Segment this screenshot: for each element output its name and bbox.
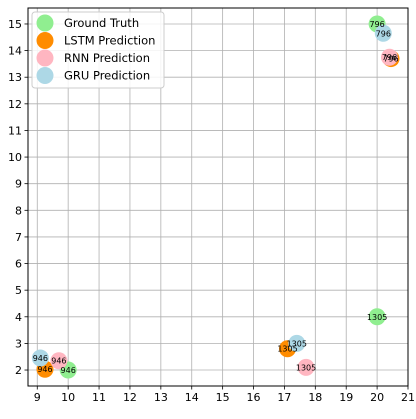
data-point xyxy=(31,349,49,367)
plot-frame xyxy=(27,7,409,387)
x-tick-label: 20 xyxy=(370,391,384,404)
point-label: 796 xyxy=(383,55,398,64)
x-tick-label: 14 xyxy=(185,391,199,404)
data-point xyxy=(297,358,315,376)
data-point xyxy=(368,308,386,326)
legend-label: Ground Truth xyxy=(64,16,139,30)
x-tick-label: 15 xyxy=(216,391,230,404)
x-tick-label: 11 xyxy=(92,391,106,404)
legend-marker xyxy=(36,67,54,84)
x-tick-label: 16 xyxy=(247,391,261,404)
data-points xyxy=(31,15,400,379)
point-label: 946 xyxy=(51,357,66,366)
data-point xyxy=(50,352,68,370)
point-label: 946 xyxy=(37,365,52,374)
point-label: 1305 xyxy=(367,313,387,322)
y-tick-label: 14 xyxy=(8,45,22,58)
point-label: 796 xyxy=(369,20,384,29)
point-label: 1305 xyxy=(287,339,307,348)
y-tick-label: 3 xyxy=(15,337,22,350)
data-point xyxy=(288,334,306,352)
x-tick-label: 13 xyxy=(154,391,168,404)
x-tick-label: 17 xyxy=(277,391,291,404)
y-tick-label: 15 xyxy=(8,18,22,31)
legend-box xyxy=(31,11,165,89)
point-label: 1305 xyxy=(277,345,297,354)
y-tick-label: 2 xyxy=(15,364,22,377)
y-tick-label: 5 xyxy=(15,284,22,297)
x-tick-label: 9 xyxy=(34,391,41,404)
legend-label: GRU Prediction xyxy=(64,69,150,83)
y-tick-label: 12 xyxy=(8,98,22,111)
point-label: 796 xyxy=(376,29,391,38)
x-tick-label: 12 xyxy=(123,391,137,404)
y-tick-label: 6 xyxy=(15,258,22,271)
legend-label: RNN Prediction xyxy=(64,51,150,65)
y-tick-label: 8 xyxy=(15,204,22,217)
x-tick-label: 18 xyxy=(308,391,322,404)
legend-marker xyxy=(36,49,54,67)
data-point xyxy=(374,24,392,42)
axis-ticks: 9 10 11 12 13 14 15 16 17 18 19 20 21 2 3 4 5 6 7 8 9 10 11 12 1… xyxy=(8,18,415,404)
point-label: 796 xyxy=(382,53,397,62)
legend-label: LSTM Prediction xyxy=(64,34,155,48)
legend-marker xyxy=(36,14,54,32)
legend: Ground Truth LSTM Prediction RNN Predictio… xyxy=(31,11,165,89)
x-tick-label: 10 xyxy=(61,391,75,404)
legend-marker xyxy=(36,32,54,49)
x-tick-label: 21 xyxy=(401,391,415,404)
point-label: 946 xyxy=(61,366,76,375)
y-tick-label: 7 xyxy=(15,231,22,244)
data-point xyxy=(380,48,398,66)
point-label: 946 xyxy=(33,354,48,363)
point-label: 1305 xyxy=(296,363,316,372)
x-tick-label: 19 xyxy=(339,391,353,404)
y-tick-label: 4 xyxy=(15,311,22,324)
y-tick-label: 9 xyxy=(15,178,22,191)
y-tick-label: 13 xyxy=(8,71,22,84)
y-tick-label: 11 xyxy=(8,124,22,137)
y-tick-label: 10 xyxy=(8,151,22,164)
